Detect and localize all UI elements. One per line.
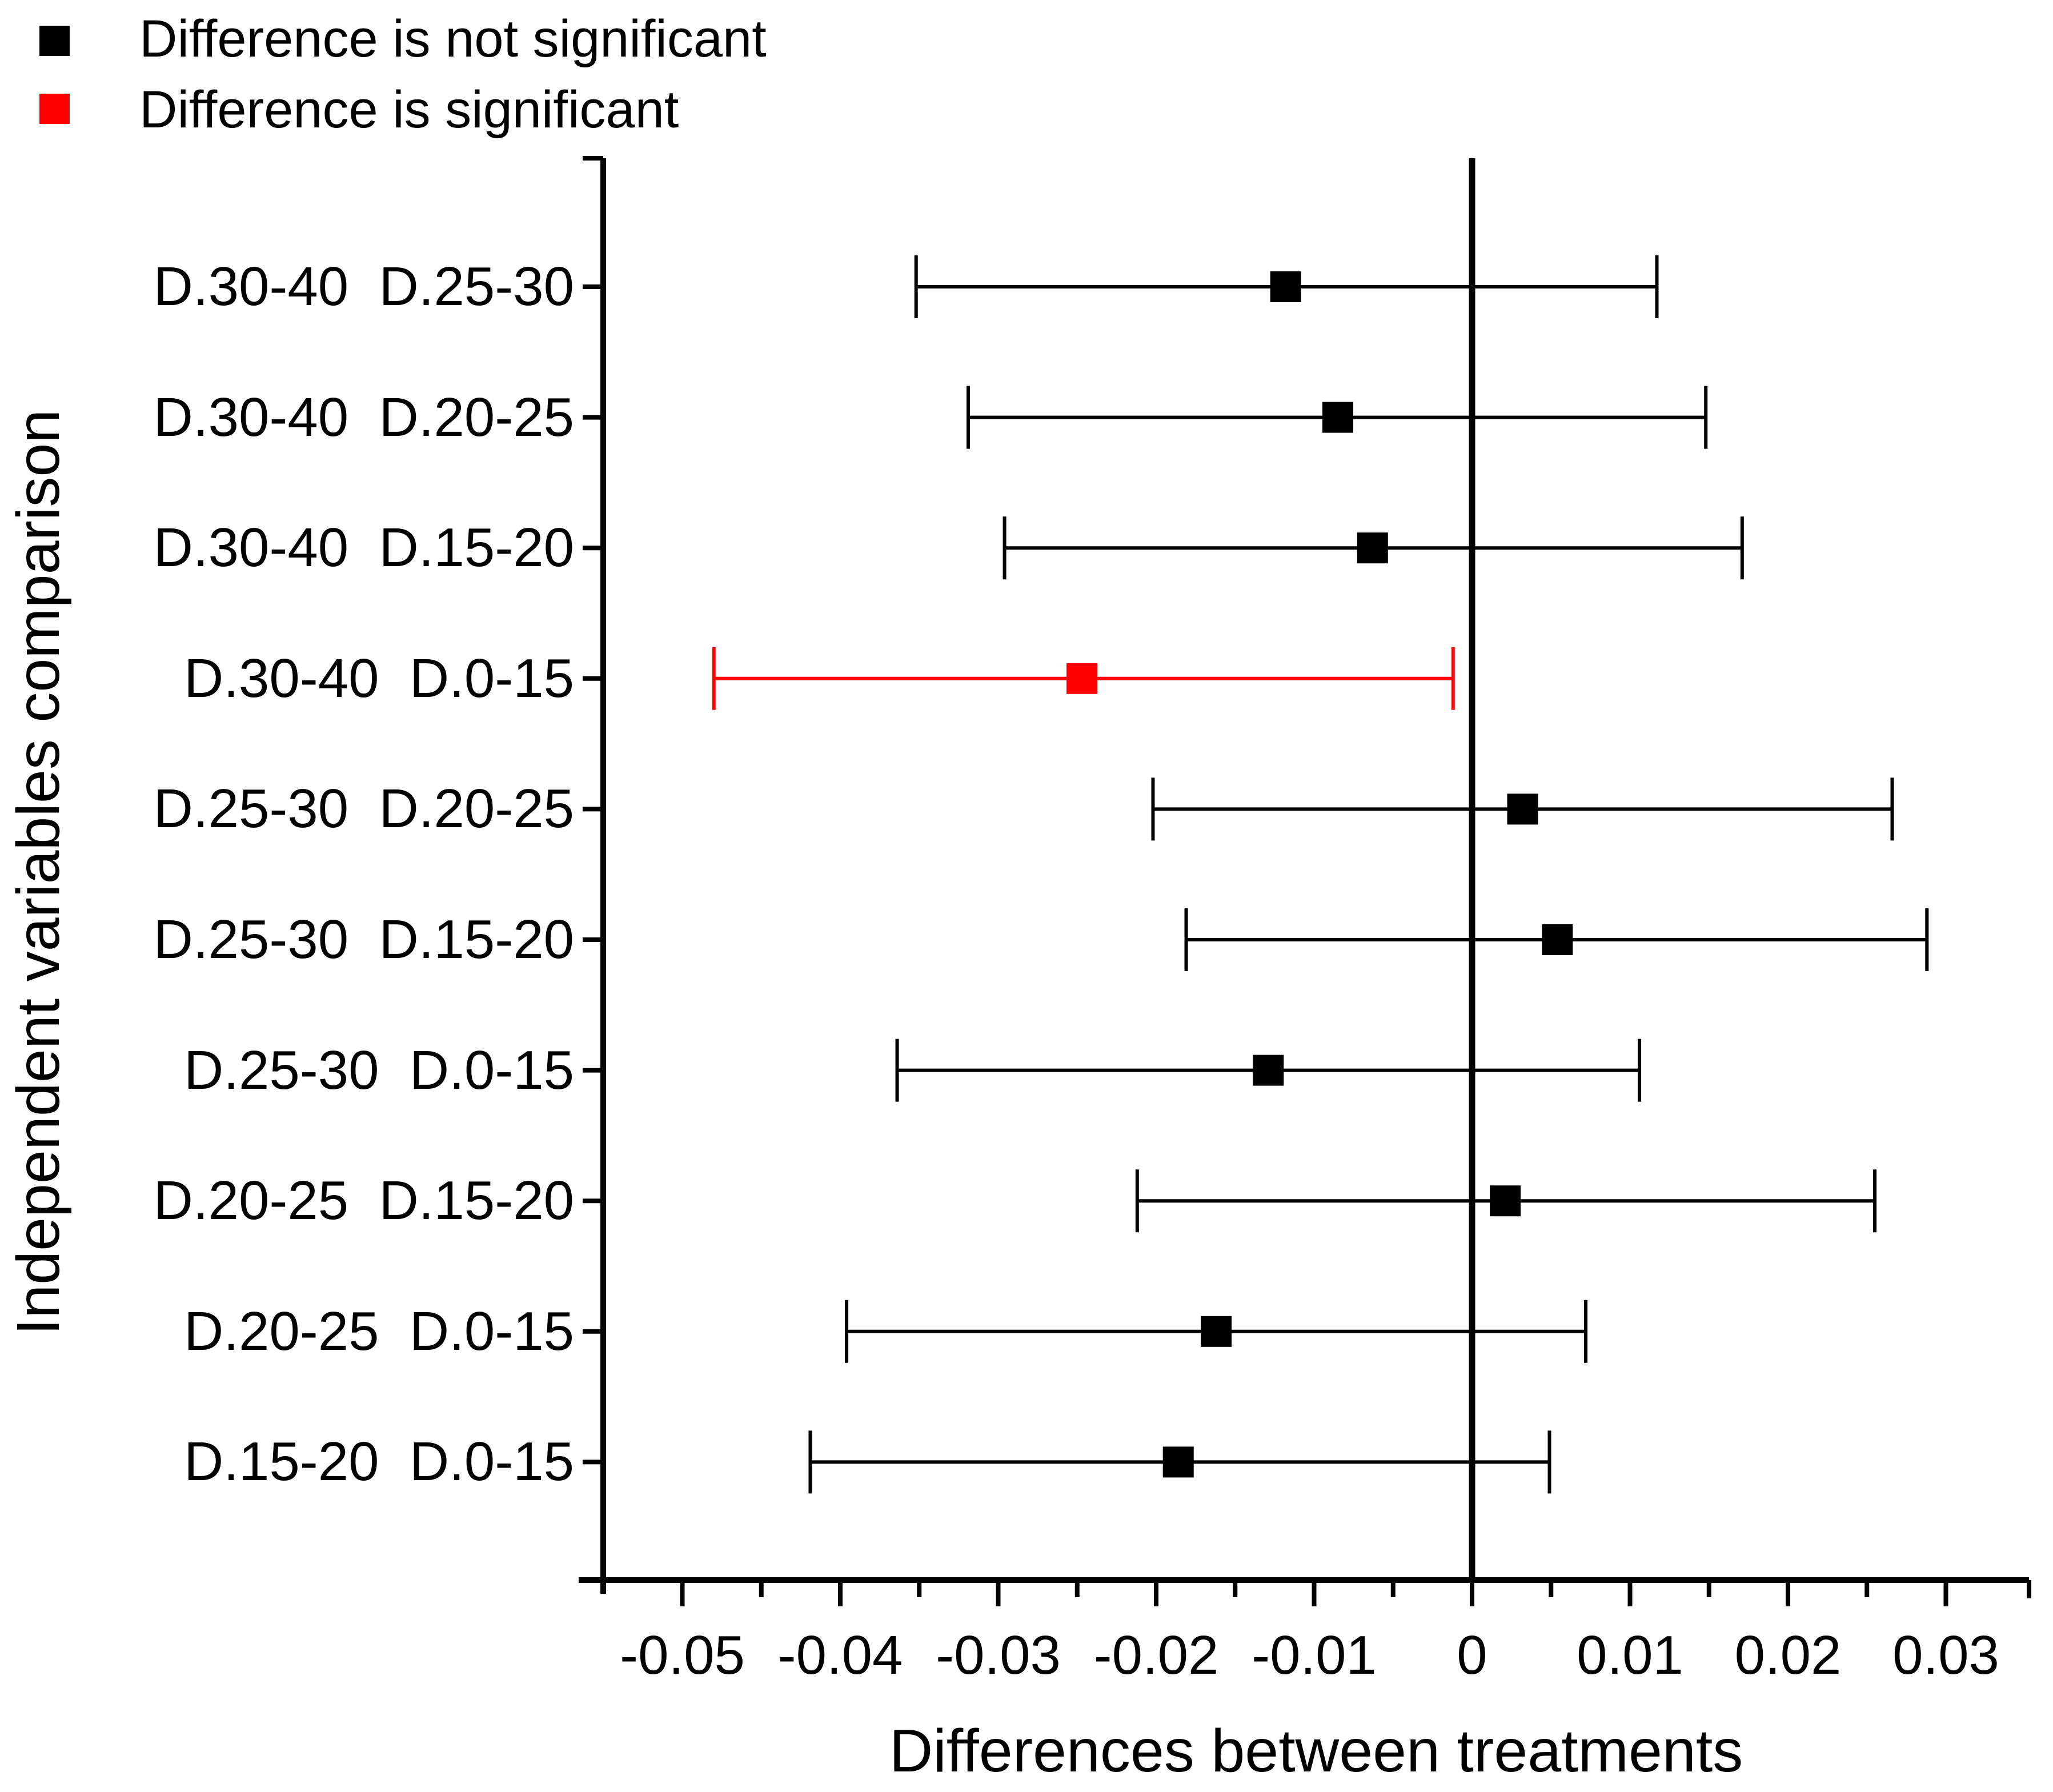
error-bar-row (895, 1039, 1642, 1102)
error-bar-row (712, 647, 1455, 710)
mean-difference-marker (1201, 1316, 1232, 1347)
mean-difference-marker (1490, 1185, 1521, 1217)
x-tick-label: -0.05 (620, 1625, 745, 1686)
x-tick-label: 0.03 (1892, 1625, 1999, 1686)
mean-difference-marker (1542, 924, 1573, 955)
x-axis-title: Differences between treatments (889, 1717, 1743, 1785)
error-bar-row (1184, 908, 1929, 971)
x-tick-label: 0.01 (1577, 1625, 1683, 1686)
x-tick-label: -0.01 (1252, 1625, 1377, 1686)
y-category-label: D.25-30 D.0-15 (183, 1039, 574, 1101)
error-bar-row (914, 255, 1659, 318)
mean-difference-marker (1162, 1446, 1194, 1478)
y-category-label: D.25-30 D.20-25 (153, 778, 574, 840)
mean-difference-marker (1253, 1055, 1284, 1086)
legend-swatch-not-significant-icon (39, 26, 70, 56)
mean-difference-marker (1270, 271, 1301, 302)
error-bar-row (808, 1430, 1551, 1494)
x-tick-label: -0.04 (777, 1625, 903, 1686)
mean-difference-marker (1507, 793, 1538, 825)
x-tick-label: -0.03 (936, 1625, 1061, 1686)
mean-difference-marker (1066, 663, 1098, 694)
error-bar-row (966, 386, 1708, 449)
y-category-label: D.30-40 D.25-30 (153, 256, 574, 317)
y-category-label: D.20-25 D.0-15 (183, 1300, 574, 1362)
error-bar-row (1135, 1169, 1877, 1233)
legend-label-not-significant: Difference is not significant (139, 10, 767, 68)
legend-label-significant: Difference is significant (139, 81, 679, 139)
legend-swatch-significant-icon (39, 94, 70, 124)
mean-difference-marker (1357, 532, 1388, 564)
x-tick-label: 0.02 (1734, 1625, 1842, 1686)
x-tick-label: 0 (1457, 1625, 1487, 1686)
y-axis-title: Independent variables comparison (5, 409, 72, 1336)
y-category-label: D.25-30 D.15-20 (153, 909, 574, 970)
y-category-label: D.30-40 D.20-25 (153, 386, 574, 448)
y-category-label: D.15-20 D.0-15 (183, 1431, 574, 1493)
error-bar-row (1003, 516, 1744, 580)
x-tick-label: -0.02 (1093, 1625, 1219, 1686)
mean-difference-marker (1322, 402, 1353, 433)
y-category-label: D.20-25 D.15-20 (153, 1170, 574, 1232)
error-bar-row (845, 1300, 1588, 1363)
y-category-label: D.30-40 D.0-15 (183, 647, 574, 709)
y-category-label: D.30-40 D.15-20 (153, 517, 574, 579)
error-bar-row (1151, 777, 1894, 841)
